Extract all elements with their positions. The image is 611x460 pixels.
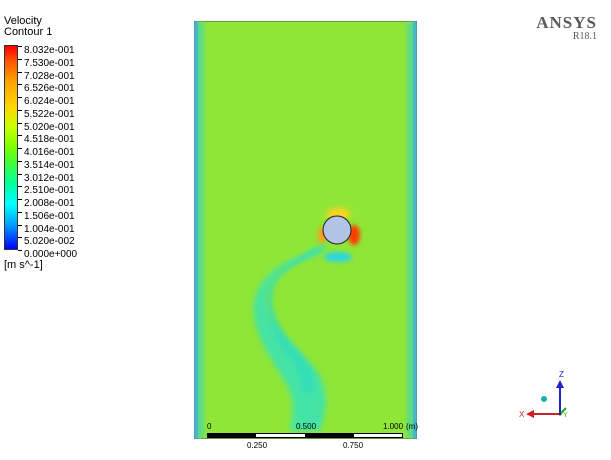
legend-tick bbox=[18, 211, 22, 213]
legend-tick bbox=[18, 224, 22, 226]
legend-tick-label: 5.020e-002 bbox=[24, 236, 75, 248]
legend-tick-label: 8.032e-001 bbox=[24, 45, 75, 56]
scale-label-0-250: 0.250 bbox=[247, 441, 268, 450]
legend-colorbar bbox=[4, 45, 18, 250]
length-scale-bar: 0 0.500 1.000 (m) 0.250 0.750 bbox=[207, 422, 418, 452]
scale-label-0-500: 0.500 bbox=[296, 422, 317, 431]
velocity-contour-plot[interactable] bbox=[194, 21, 417, 439]
legend-contour-name: Contour 1 bbox=[4, 26, 53, 38]
ansys-logo: ANSYS R18.1 bbox=[536, 14, 597, 42]
brand-release: R18.1 bbox=[572, 31, 597, 42]
legend-tick-label: 5.522e-001 bbox=[24, 108, 75, 120]
scale-bar-segment bbox=[305, 433, 354, 438]
scale-label-0-750: 0.750 bbox=[343, 441, 364, 450]
legend-tick bbox=[18, 160, 22, 162]
legend-tick-label: 7.028e-001 bbox=[24, 70, 75, 82]
legend-tick bbox=[18, 122, 22, 124]
legend-tick-label: 1.004e-001 bbox=[24, 223, 75, 235]
legend-tick-label: 7.530e-001 bbox=[24, 57, 75, 69]
wake-core bbox=[266, 247, 318, 393]
legend-tick-label: 4.518e-001 bbox=[24, 134, 75, 146]
legend-tick bbox=[18, 58, 22, 60]
legend-tick-label: 5.020e-001 bbox=[24, 121, 75, 133]
legend-tick-label: 6.024e-001 bbox=[24, 96, 75, 107]
axis-label-x: X bbox=[519, 410, 525, 419]
legend-tick bbox=[18, 186, 22, 188]
scale-unit: (m) bbox=[406, 422, 418, 431]
legend-tick bbox=[18, 109, 22, 111]
legend-tick bbox=[18, 148, 22, 149]
left-wall-layer bbox=[195, 22, 204, 438]
legend-tick bbox=[18, 71, 22, 73]
scale-label-0: 0 bbox=[207, 422, 212, 431]
legend-variable: Velocity bbox=[4, 15, 42, 27]
scale-bar-segment bbox=[207, 433, 256, 438]
legend-tick bbox=[18, 97, 22, 98]
legend-tick-label: 2.510e-001 bbox=[24, 185, 75, 197]
right-wall-layer bbox=[407, 22, 416, 438]
legend-tick bbox=[18, 84, 22, 86]
legend-tick bbox=[18, 46, 22, 47]
legend-tick bbox=[18, 250, 22, 251]
legend-tick-label: 3.514e-001 bbox=[24, 159, 75, 171]
legend-tick-label: 6.526e-001 bbox=[24, 83, 75, 95]
right-wall bbox=[413, 21, 417, 439]
legend-tick bbox=[18, 199, 22, 200]
legend-tick-label: 3.012e-001 bbox=[24, 172, 75, 184]
axis-label-z: Z bbox=[559, 370, 564, 379]
legend-tick bbox=[18, 173, 22, 175]
stagnation-zone bbox=[324, 252, 352, 262]
legend-tick-label: 2.008e-001 bbox=[24, 198, 75, 209]
axis-label-y: Y bbox=[563, 412, 568, 419]
legend-tick-label: 4.016e-001 bbox=[24, 147, 75, 158]
legend-tick-label: 0.000e+000 bbox=[24, 249, 78, 260]
left-wall bbox=[194, 21, 198, 439]
brand-name: ANSYS bbox=[536, 13, 597, 32]
legend-tick-label: 1.506e-001 bbox=[24, 210, 75, 222]
cylinder bbox=[322, 215, 352, 245]
legend-units: [m s^-1] bbox=[4, 259, 43, 271]
legend-tick bbox=[18, 135, 22, 137]
scale-label-1-000: 1.000 bbox=[383, 422, 404, 431]
legend-tick bbox=[18, 237, 22, 239]
axis-triad[interactable]: Z X Y bbox=[516, 368, 576, 428]
